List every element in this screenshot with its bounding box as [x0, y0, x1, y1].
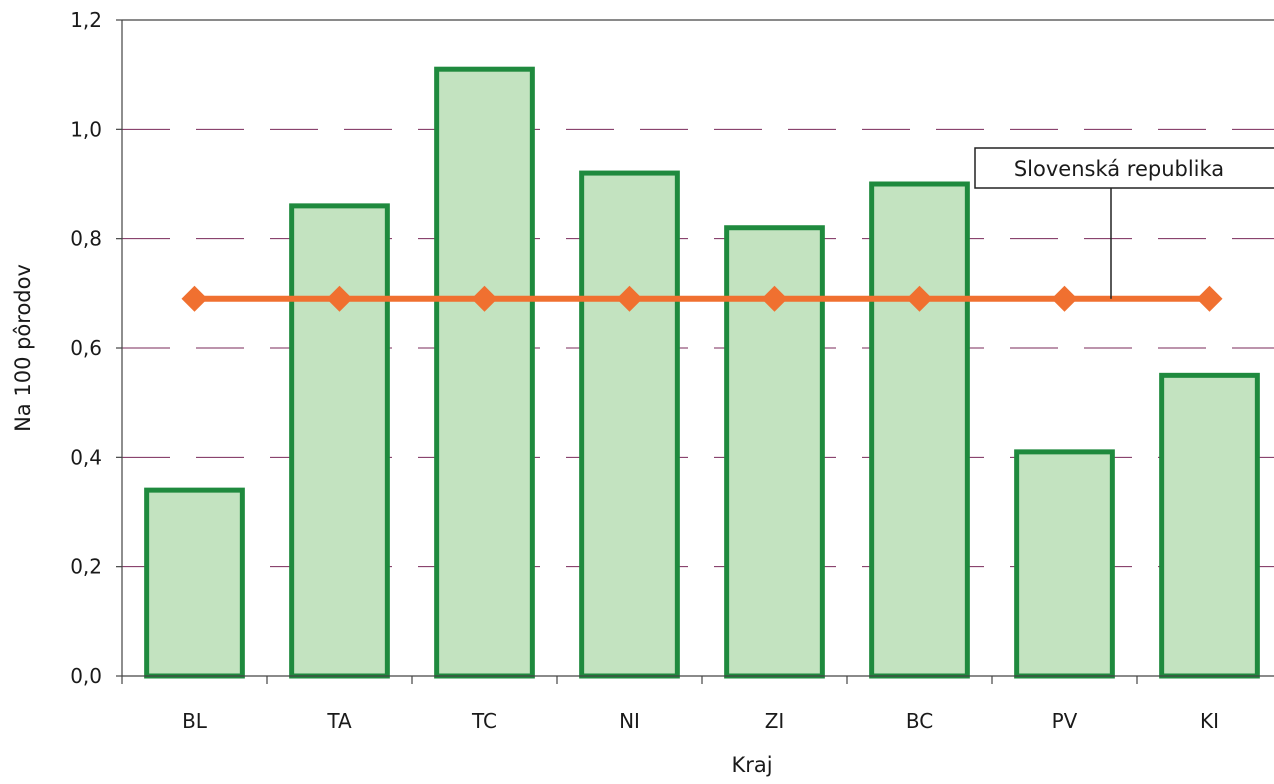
- legend-box: [974, 147, 1274, 189]
- x-tick-label: TC: [471, 709, 497, 733]
- line-marker: [616, 285, 643, 312]
- axes: 0,0 0,2 0,4 0,6 0,8 1,0 1,2 BL TA TC NI ZI BC PV KI: [70, 8, 1274, 733]
- y-tick-label: 0,4: [70, 445, 102, 469]
- y-tick-label: 0,0: [70, 664, 102, 688]
- bar-bl: [144, 487, 245, 679]
- bars: [144, 66, 1260, 679]
- line-marker: [761, 285, 788, 312]
- y-axis-title: Na 100 pôrodov: [11, 264, 35, 432]
- line-marker: [471, 285, 498, 312]
- x-axis-title: Kraj: [731, 753, 772, 777]
- y-tick-label: 0,2: [70, 555, 102, 579]
- y-tick-label: 0,6: [70, 336, 102, 360]
- x-tick-label: KI: [1200, 709, 1219, 733]
- line-marker: [1196, 285, 1223, 312]
- x-tick-label: ZI: [765, 709, 785, 733]
- y-tick-label: 1,0: [70, 117, 102, 141]
- line-marker: [181, 285, 208, 312]
- bar-ki: [1159, 372, 1260, 679]
- line-marker: [1051, 285, 1078, 312]
- x-tick-label: NI: [619, 709, 640, 733]
- line-marker: [326, 285, 353, 312]
- bar-pv: [1014, 449, 1115, 679]
- x-tick-label: TA: [326, 709, 352, 733]
- y-tick-label: 0,8: [70, 227, 102, 251]
- x-tick-label: BC: [906, 709, 933, 733]
- bar-bc: [869, 181, 970, 679]
- legend-label-slovenska-republika: Slovenská republika: [1014, 157, 1224, 181]
- legend: Slovenská republika: [974, 147, 1274, 299]
- line-marker: [906, 285, 933, 312]
- x-tick-label: BL: [182, 709, 208, 733]
- bar-tc: [434, 66, 535, 679]
- y-tick-label: 1,2: [70, 8, 102, 32]
- bar-ta: [289, 203, 390, 679]
- reference-line: [181, 285, 1223, 312]
- bar-ni: [579, 170, 680, 679]
- x-tick-label: PV: [1052, 709, 1078, 733]
